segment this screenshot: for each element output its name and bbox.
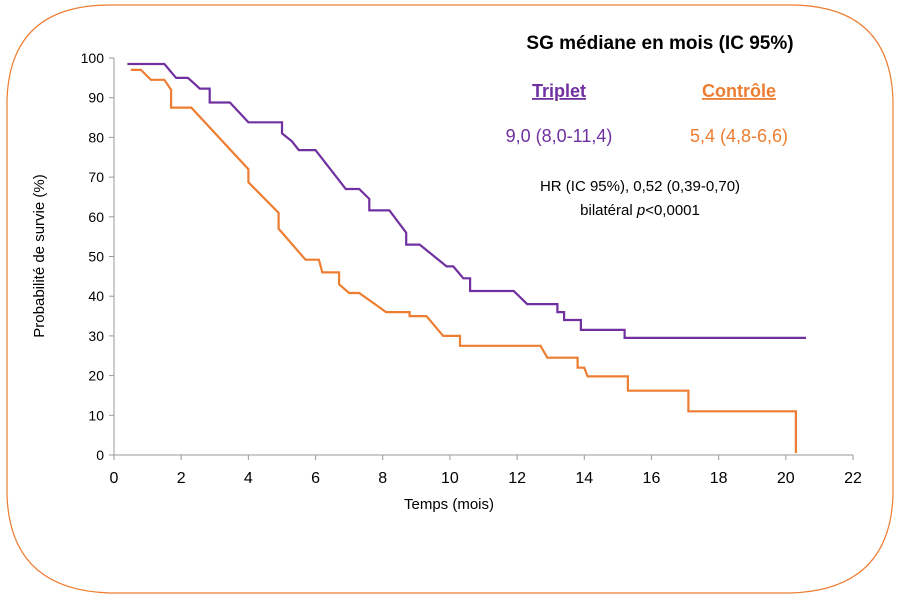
annotation-part: bilatéral (580, 202, 637, 219)
x-tick-label: 20 (777, 470, 795, 487)
plot-area: 0 10 20 30 40 50 60 70 80 90 100 0 2 4 6 8 10 12 14 16 18 20 2… (81, 50, 862, 487)
x-tick-label: 10 (441, 470, 459, 487)
x-tick-label: 22 (844, 470, 862, 487)
x-tick-label: 14 (575, 470, 593, 487)
survival-line (130, 68, 797, 453)
annotation: HR (IC 95%), 0,52 (0,39-0,70) (540, 178, 740, 195)
survival-line (127, 62, 806, 339)
x-tick-label: 8 (378, 470, 387, 487)
x-tick-label: 4 (244, 470, 253, 487)
y-tick-label: 80 (88, 129, 104, 145)
y-tick-label: 40 (88, 288, 104, 304)
x-tick-label: 18 (710, 470, 728, 487)
annotation-part: p (636, 202, 645, 219)
chart-title: SG médiane en mois (IC 95%) (526, 33, 793, 54)
y-tick-label: 100 (81, 50, 105, 66)
y-tick-label: 10 (88, 407, 104, 423)
y-tick-label: 0 (96, 447, 104, 463)
legend-label: Triplet (532, 81, 586, 101)
y-axis-label: Probabilité de survie (%) (31, 174, 48, 337)
annotation: bilatéral p<0,0001 (580, 202, 700, 219)
frame (6, 4, 894, 594)
x-tick-label: 0 (110, 470, 119, 487)
annotation-part: <0,0001 (645, 202, 700, 219)
y-tick-label: 70 (88, 169, 104, 185)
y-tick-label: 50 (88, 249, 104, 265)
x-tick-label: 12 (508, 470, 526, 487)
x-axis-label: Temps (mois) (404, 496, 494, 513)
median-value: 5,4 (4,8-6,6) (690, 126, 788, 146)
legend-label: Contrôle (702, 81, 776, 101)
x-tick-label: 16 (643, 470, 661, 487)
x-tick-label: 6 (311, 470, 320, 487)
y-tick-label: 60 (88, 209, 104, 225)
y-tick-label: 30 (88, 328, 104, 344)
x-tick-label: 2 (177, 470, 186, 487)
y-tick-label: 20 (88, 368, 104, 384)
y-tick-label: 90 (88, 90, 104, 106)
median-value: 9,0 (8,0-11,4) (506, 126, 613, 146)
